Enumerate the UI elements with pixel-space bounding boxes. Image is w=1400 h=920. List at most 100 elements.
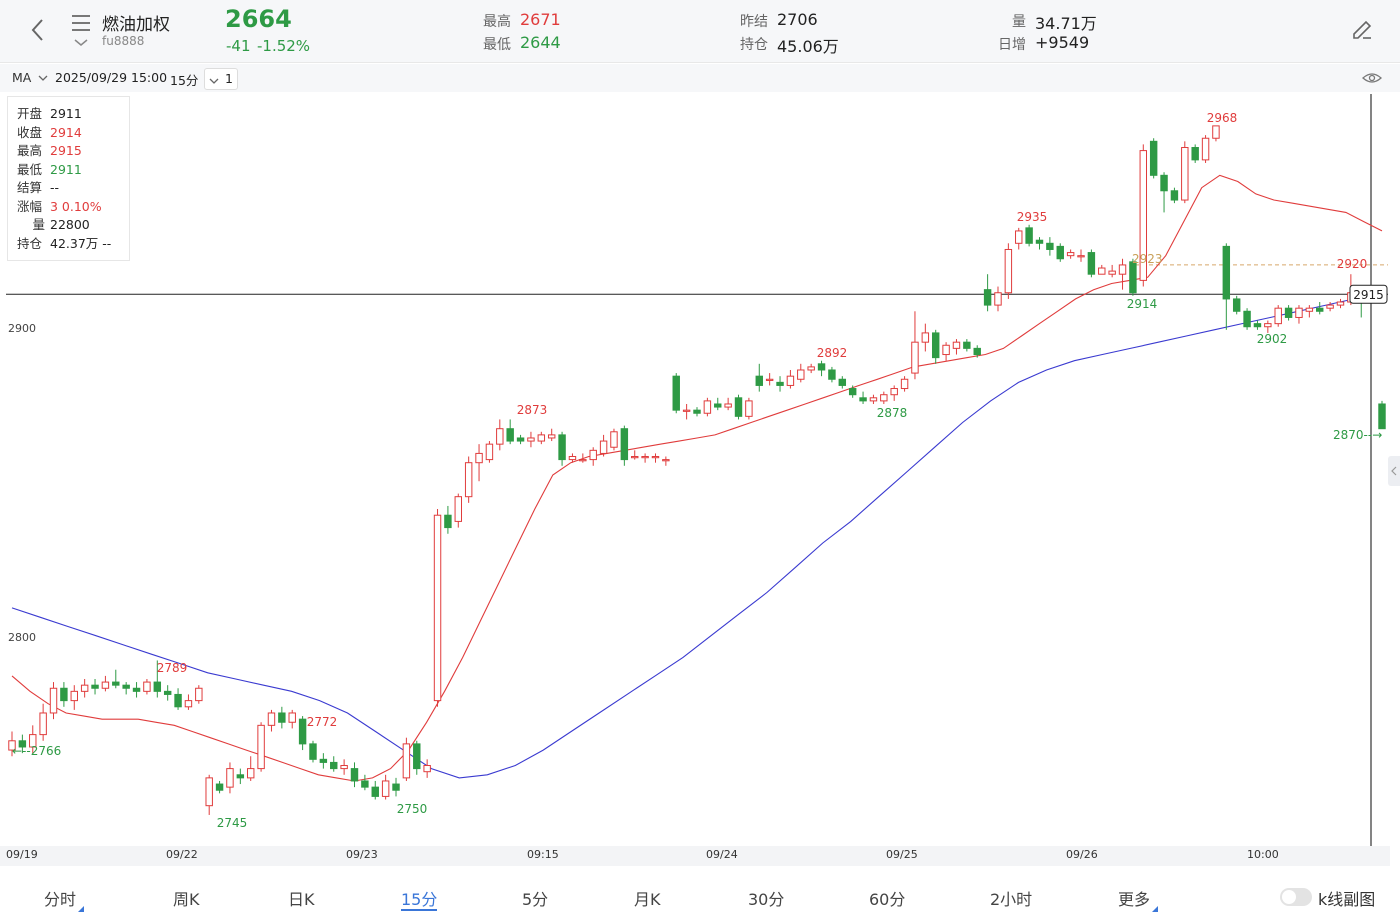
candle-body (568, 456, 577, 461)
annotation-value: 2772 (307, 715, 338, 729)
candle (267, 709, 276, 732)
candle-body (1046, 242, 1054, 250)
candle (838, 376, 847, 389)
candle (579, 453, 587, 463)
menu-icon[interactable] (70, 13, 92, 49)
info-row: 结算 -- (17, 179, 129, 198)
tab-1[interactable]: 周K (173, 886, 200, 910)
candle-body (132, 687, 141, 692)
x-tick-label: 09/26 (1066, 848, 1098, 861)
price-annotation: 2750 (397, 802, 428, 816)
contract-name[interactable]: 燃油加权 (102, 15, 170, 35)
candle (1118, 258, 1127, 290)
candle (1316, 302, 1324, 315)
tab-4[interactable]: 5分 (522, 886, 548, 910)
candle (900, 376, 909, 392)
candle-body (869, 397, 878, 402)
annotation-value: 2745 (217, 816, 248, 830)
candle (174, 688, 182, 710)
candle-body (1253, 323, 1262, 328)
candle-body (60, 687, 68, 702)
price-annotation: 2935 (1017, 210, 1048, 224)
low-value: 2644 (520, 33, 561, 52)
candle (184, 694, 193, 710)
back-icon[interactable] (28, 16, 48, 44)
candle-body (350, 768, 359, 782)
candle (786, 369, 795, 389)
candle-body (1160, 174, 1168, 192)
tab-9[interactable]: 更多 (1118, 886, 1159, 912)
info-key: 收盘 (17, 124, 43, 140)
candle-body (298, 718, 307, 745)
tab-6[interactable]: 30分 (748, 886, 784, 910)
candle (589, 447, 597, 466)
candle (226, 762, 234, 794)
indicator-selector[interactable]: MA (12, 70, 48, 85)
candle-body (755, 375, 763, 386)
candle-body (29, 734, 37, 748)
candle (496, 419, 504, 451)
high-label: 最高 (483, 14, 511, 30)
subchart-toggle[interactable] (1280, 888, 1312, 906)
eye-icon[interactable] (1362, 70, 1382, 86)
candle-body (267, 712, 276, 726)
candle (361, 774, 369, 791)
candle (402, 737, 411, 781)
price-annotation: 2745 (217, 816, 248, 830)
candle (1295, 305, 1303, 324)
candle-body (91, 684, 99, 689)
tab-3[interactable]: 15分 (401, 886, 438, 911)
candle (350, 762, 359, 788)
info-key: 涨幅 (17, 198, 43, 214)
tab-2[interactable]: 日K (288, 886, 315, 910)
count-selector[interactable]: 1 (204, 68, 238, 90)
candle-body (1035, 239, 1044, 244)
candle-body (444, 514, 452, 529)
price-annotation: 2920 (1337, 257, 1368, 271)
daily-incr-label: 日增 (998, 37, 1026, 53)
candle (1232, 295, 1241, 315)
tab-label: 周K (173, 890, 200, 909)
candle (610, 428, 618, 451)
candle-body (994, 292, 1002, 306)
current-price-box (1349, 284, 1388, 304)
candle-body (1336, 301, 1345, 306)
info-value: 3 0.10% (50, 198, 102, 214)
arrow-left-icon: ←-- (12, 744, 31, 758)
tab-label: 15分 (401, 890, 438, 909)
candle-body (693, 409, 701, 414)
candle-body (215, 783, 224, 791)
tab-5[interactable]: 月K (634, 886, 661, 910)
kline-chart[interactable]: ←--2766 2789 2745 2772 2750 2873 2892 2878 2935 2… (0, 94, 1400, 874)
daily-incr-value: +9549 (1035, 33, 1090, 52)
candle-body (558, 434, 566, 461)
tab-7[interactable]: 60分 (869, 886, 905, 910)
candle (112, 669, 120, 689)
reference-line-label: 2923 (1132, 252, 1163, 266)
candle-body (734, 397, 743, 417)
candle (91, 678, 99, 695)
candle-body (80, 684, 89, 692)
info-row: 最低 2911 (17, 161, 129, 180)
candle (340, 759, 348, 775)
candle (952, 339, 961, 355)
tab-8[interactable]: 2小时 (990, 886, 1032, 910)
candle (859, 391, 867, 404)
candle (1284, 305, 1293, 321)
tab-0[interactable]: 分时 (44, 886, 85, 912)
candle-body (49, 687, 58, 714)
candle-body (848, 388, 857, 396)
candle-body (361, 780, 369, 788)
side-panel-handle[interactable] (1388, 456, 1400, 486)
candle-body (1284, 307, 1293, 318)
candle (1149, 138, 1158, 179)
candle (703, 397, 712, 417)
ma-lines (11, 174, 1383, 782)
open-interest-value: 45.06万 (777, 37, 839, 56)
chart-toolbar: MA 2025/09/29 15:00 15分 1 (0, 64, 1400, 92)
x-tick-label: 10:00 (1247, 848, 1279, 861)
candle-body (257, 724, 265, 770)
edit-icon[interactable] (1350, 18, 1374, 42)
candle (1274, 305, 1282, 327)
candle-body (330, 761, 338, 770)
